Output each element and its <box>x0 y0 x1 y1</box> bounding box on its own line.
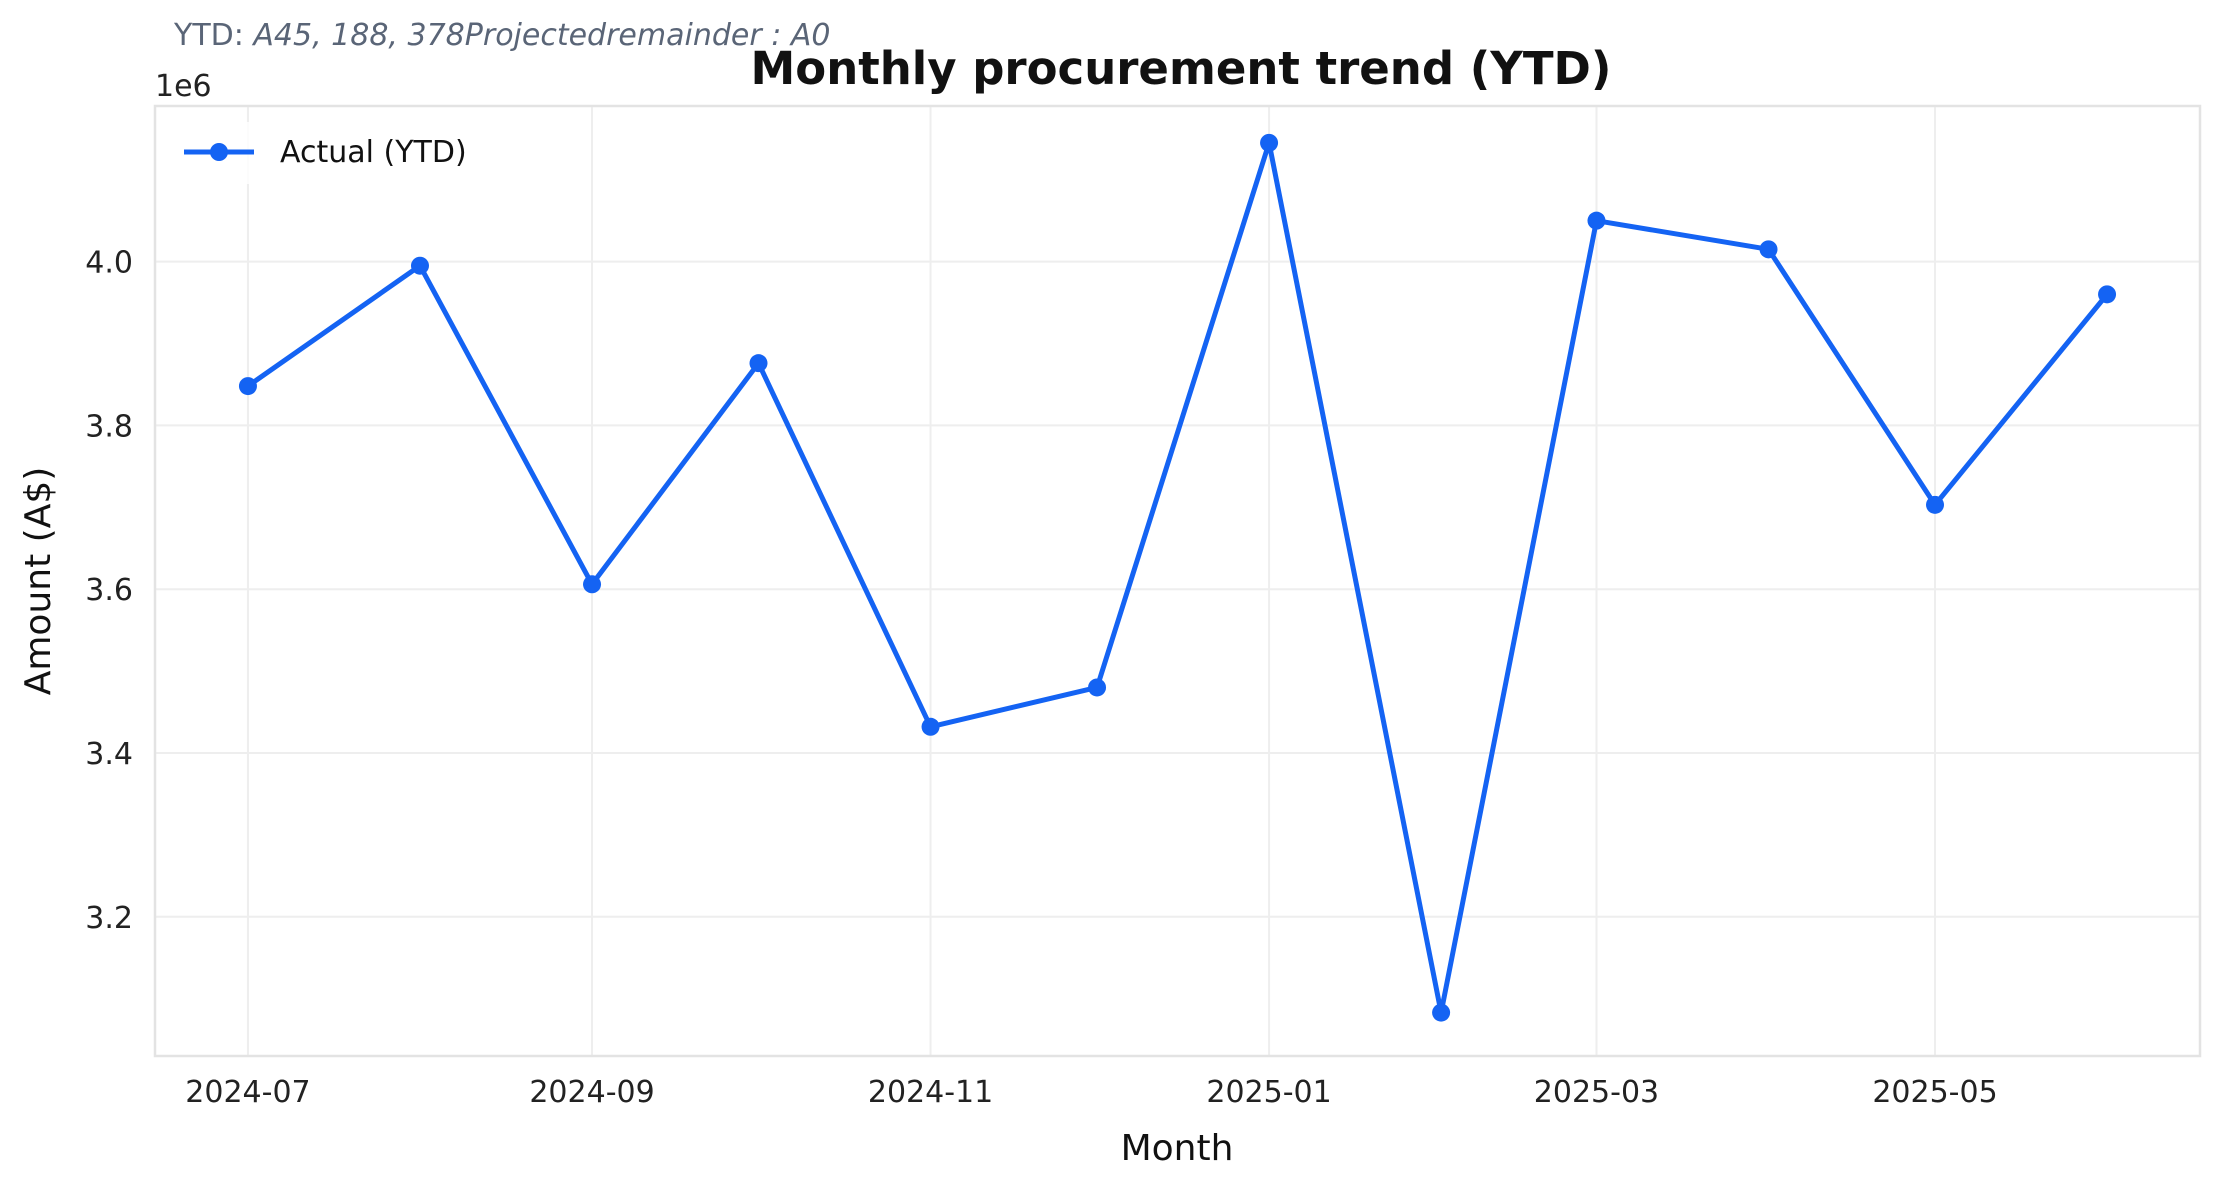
data-point <box>921 717 940 736</box>
data-point <box>583 575 602 594</box>
x-tick-label: 2025-05 <box>1872 1075 1997 1110</box>
legend-label-actual: Actual (YTD) <box>280 135 467 170</box>
x-axis-ticks: 2024-07 2024-09 2024-11 2025-01 2025-03 2025-… <box>185 1075 1997 1110</box>
data-point <box>410 256 429 275</box>
chart-title: Monthly procurement trend (YTD) <box>750 42 1612 95</box>
x-tick-label: 2025-03 <box>1534 1075 1659 1110</box>
plot-background <box>155 106 2200 1056</box>
y-tick-label: 3.2 <box>85 901 133 936</box>
x-tick-label: 2025-01 <box>1206 1075 1331 1110</box>
data-point <box>1587 211 1606 230</box>
legend-marker-swatch <box>210 143 228 161</box>
data-point <box>1926 495 1945 514</box>
data-point <box>238 377 257 396</box>
y-axis-ticks: 3.2 3.4 3.6 3.8 4.0 <box>85 246 133 936</box>
y-tick-label: 3.4 <box>85 737 133 772</box>
series-line-actual <box>246 140 2109 1016</box>
data-point <box>1260 133 1279 152</box>
y-axis-offset-label: 1e6 <box>155 69 212 104</box>
x-tick-label: 2024-07 <box>185 1075 310 1110</box>
data-point <box>1088 678 1107 697</box>
chart-subtitle: YTD: A45, 188, 378Projectedremainder : A… <box>174 18 830 53</box>
plot-frame <box>153 104 2202 1058</box>
data-point <box>1759 240 1778 259</box>
series-group <box>238 133 2117 1022</box>
x-axis-label: Month <box>1121 1128 1234 1169</box>
y-tick-label: 4.0 <box>85 246 133 281</box>
subtitle-prefix: YTD: <box>174 18 254 53</box>
y-axis-label: Amount (A$) <box>18 467 59 696</box>
y-tick-label: 3.8 <box>85 409 133 444</box>
x-tick-label: 2024-09 <box>529 1075 654 1110</box>
y-tick-label: 3.6 <box>85 573 133 608</box>
x-tick-label: 2024-11 <box>868 1075 993 1110</box>
data-point <box>2098 285 2117 304</box>
data-point <box>1432 1003 1451 1022</box>
subtitle-italic: A45, 188, 378Projectedremainder : A0 <box>253 18 831 53</box>
legend: Actual (YTD) <box>170 122 510 184</box>
data-point <box>749 354 768 373</box>
